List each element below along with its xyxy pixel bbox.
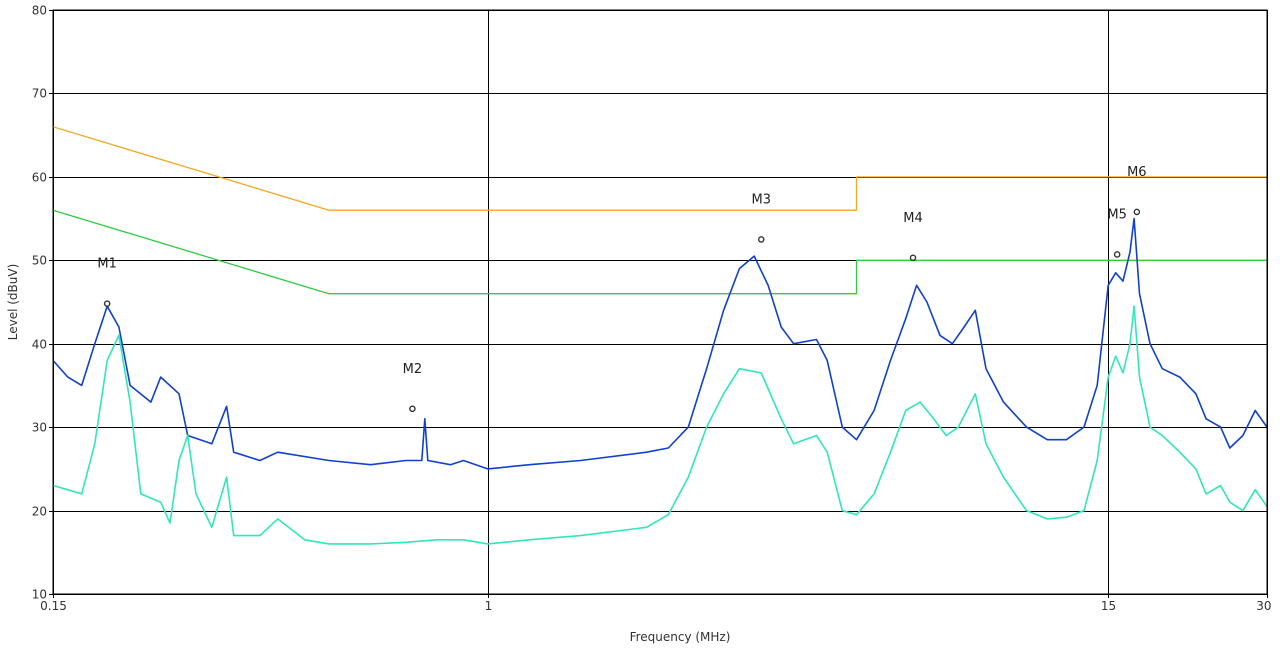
marker-label-M6: M6 <box>1127 165 1147 180</box>
series-line-1 <box>52 126 1267 211</box>
x-tick-label-0.15: 0.15 <box>40 599 67 613</box>
plot-frame <box>52 9 1268 595</box>
marker-point-M5 <box>1113 251 1121 258</box>
series-layer <box>52 126 1268 545</box>
marker-point-M6 <box>1133 208 1141 216</box>
marker-label-M5: M5 <box>1107 207 1127 222</box>
marker-point-M4 <box>909 254 917 262</box>
marker-layer: M1 M2 M3 M4 M5 M6 <box>97 165 1147 413</box>
marker-point-M2 <box>409 405 416 413</box>
marker-label-M2: M2 <box>403 362 423 377</box>
series-line-4 <box>52 305 1268 545</box>
y-tick-label-80: 80 <box>32 4 47 18</box>
y-tick-label-50: 50 <box>32 254 47 268</box>
y-tick-label-70: 70 <box>32 87 47 101</box>
marker-label-M1: M1 <box>97 257 117 272</box>
marker-point-M3 <box>757 236 765 243</box>
marker-label-M4: M4 <box>903 211 923 226</box>
y-tick-label-20: 20 <box>32 505 47 519</box>
series-line-2 <box>52 209 1267 295</box>
y-tick-label-10: 10 <box>32 588 47 602</box>
x-axis-label: Frequency (MHz) <box>630 630 731 644</box>
y-axis-label: Level (dBuV) <box>6 264 20 341</box>
tick-labels: 10 20 30 40 50 60 70 80 0.15 1 15 30 <box>32 4 1272 614</box>
y-tick-label-60: 60 <box>32 171 47 185</box>
marker-label-M3: M3 <box>751 192 771 207</box>
marker-point-M1 <box>103 300 111 307</box>
x-tick-label-30: 30 <box>1256 599 1271 613</box>
x-tick-label-15: 15 <box>1101 599 1116 613</box>
x-tick-label-1: 1 <box>485 599 493 613</box>
series-line-3 <box>52 217 1268 470</box>
y-tick-label-30: 30 <box>32 421 47 435</box>
y-tick-label-40: 40 <box>32 338 47 352</box>
plot-background <box>53 10 1267 594</box>
